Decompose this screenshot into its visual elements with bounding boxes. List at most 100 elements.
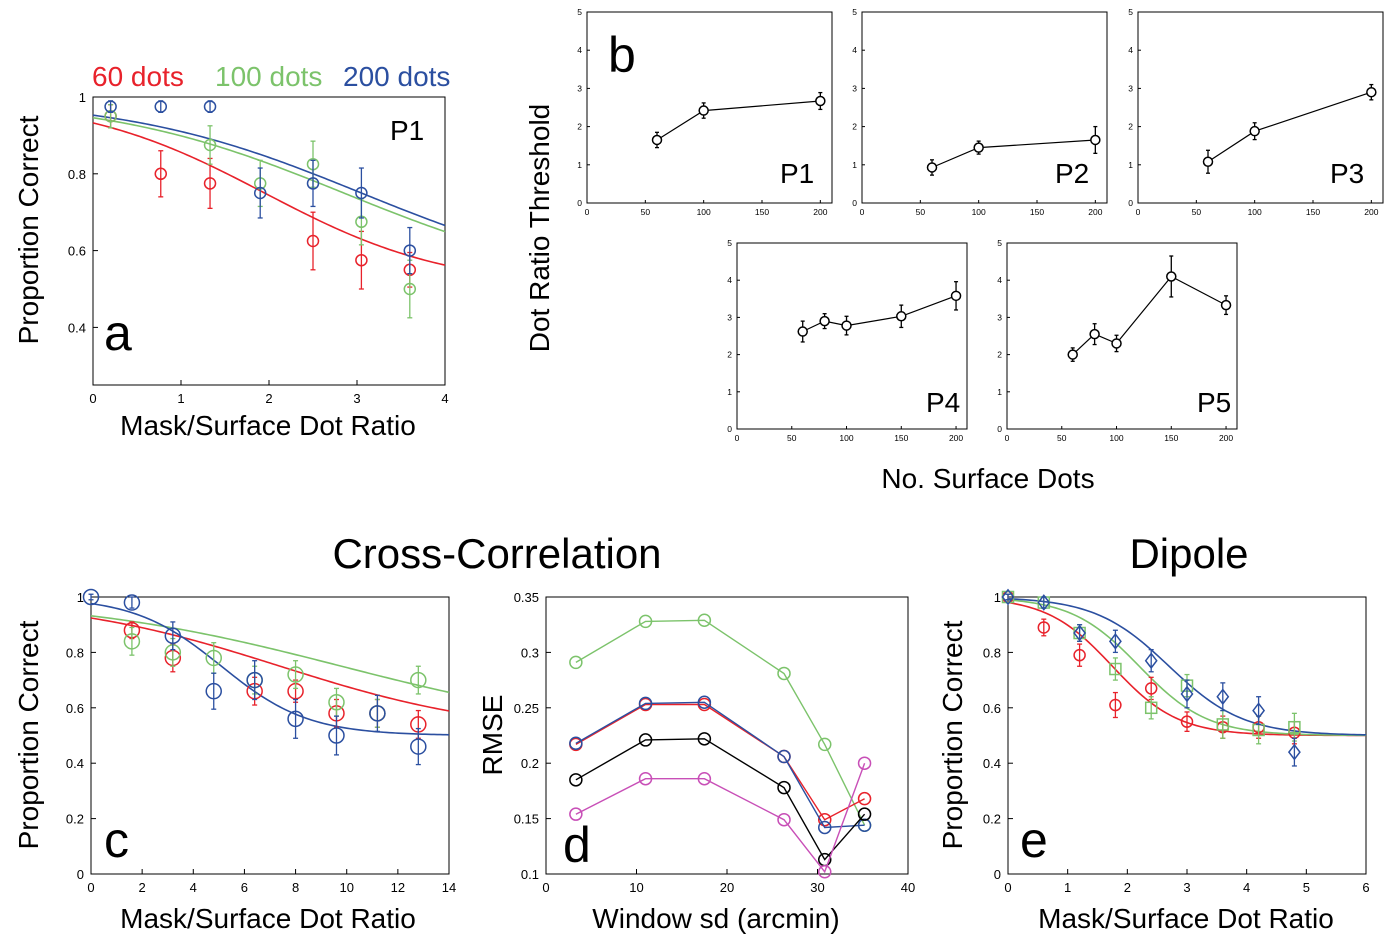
- data-point: [203, 177, 217, 190]
- x-tick-label: 150: [1030, 207, 1044, 217]
- data-point: [1144, 652, 1158, 670]
- x-tick-label: 1: [177, 391, 184, 406]
- data-points: [82, 588, 427, 766]
- x-tick-label: 200: [1364, 207, 1378, 217]
- data-point: [287, 710, 304, 728]
- y-tick-label: 0.4: [983, 756, 1001, 771]
- y-tick-label: 0.6: [68, 244, 86, 259]
- data-point: [203, 100, 217, 113]
- y-tick-label: 3: [727, 312, 732, 322]
- x-tick-label: 100: [1248, 207, 1262, 217]
- axis-ticks: 0 10 20 30 40 0.1 0.15 0.2 0.25 0.3 0.35: [514, 590, 916, 895]
- data-point: [638, 771, 653, 786]
- y-tick-label: 1: [852, 160, 857, 170]
- y-tick-label: 0.8: [68, 167, 86, 182]
- fit-curve: [90, 617, 450, 712]
- data-point: [697, 613, 712, 628]
- data-point: [306, 234, 320, 248]
- x-tick-label: 8: [292, 880, 299, 895]
- data-point: [777, 749, 791, 764]
- x-tick-label: 0: [735, 433, 740, 443]
- data-point: [410, 671, 427, 689]
- x-tick-label: 4: [190, 880, 197, 895]
- data-point: [306, 177, 320, 190]
- y-tick-label: 2: [997, 350, 1002, 360]
- fit-curve: [90, 615, 450, 694]
- data-point: [569, 655, 583, 670]
- x-tick-label: 0: [1136, 207, 1141, 217]
- data-point: [857, 818, 872, 832]
- data-point: [857, 807, 872, 821]
- series-line: [656, 100, 821, 141]
- y-tick-label: 2: [577, 122, 582, 132]
- y-tick-label: 4: [997, 275, 1002, 285]
- y-tick-label: 0: [577, 198, 582, 208]
- y-tick-label: 0.4: [66, 756, 84, 771]
- panel-letter-c: c: [104, 812, 129, 868]
- data-point: [1249, 125, 1260, 137]
- x-tick-label: 50: [1192, 207, 1202, 217]
- data-point: [697, 695, 712, 710]
- participant-tag-p2: P2: [1055, 158, 1089, 189]
- x-tick-label: 0: [860, 207, 865, 217]
- data-point: [857, 791, 872, 806]
- data-point: [1109, 698, 1122, 712]
- data-point: [403, 282, 417, 296]
- series-line: [575, 701, 865, 829]
- data-point: [104, 100, 117, 113]
- x-axis-title: No. Surface Dots: [881, 463, 1094, 494]
- x-tick-label: 20: [720, 880, 734, 895]
- y-tick-label: 0.1: [521, 867, 539, 882]
- panel-letter-e: e: [1020, 812, 1048, 868]
- data-point: [815, 95, 826, 107]
- data-points: [1001, 588, 1301, 767]
- axis-ticks: 0 1 2 3 4 5 6 0 0.2 0.4 0.6 0.8 1: [983, 590, 1370, 895]
- data-point: [1180, 685, 1194, 703]
- y-tick-label: 0.8: [983, 645, 1001, 660]
- panel-letter-a: a: [104, 305, 132, 361]
- x-tick-label: 4: [441, 391, 448, 406]
- data-point: [1108, 632, 1122, 650]
- x-tick-label: 200: [949, 433, 963, 443]
- y-tick-label: 0.2: [66, 812, 84, 827]
- participant-tag-p3: P3: [1330, 158, 1364, 189]
- y-tick-label: 0: [1128, 198, 1133, 208]
- y-tick-label: 4: [727, 275, 732, 285]
- x-axis-title: Mask/Surface Dot Ratio: [120, 410, 416, 441]
- y-tick-label: 3: [852, 83, 857, 93]
- y-tick-label: 0.35: [514, 590, 539, 605]
- y-tick-label: 1: [997, 387, 1002, 397]
- data-point: [857, 756, 872, 770]
- data-point: [697, 771, 712, 786]
- data-point: [1111, 338, 1122, 349]
- data-point: [287, 666, 304, 683]
- y-tick-label: 1: [1128, 160, 1133, 170]
- x-tick-label: 14: [442, 880, 456, 895]
- data-point: [950, 290, 962, 302]
- legend-200-dots: 200 dots: [343, 61, 450, 92]
- x-tick-label: 2: [139, 880, 146, 895]
- y-tick-label: 4: [1128, 45, 1133, 55]
- x-axis-title: Mask/Surface Dot Ratio: [1038, 903, 1334, 934]
- panel-e: 0 1 2 3 4 5 6 0 0.2 0.4 0.6 0.8 1 e Mask/Surface Dot…: [937, 588, 1370, 934]
- panel-letter-b: b: [608, 27, 636, 83]
- data-point: [1202, 156, 1214, 167]
- subplot-p2: 0 50 100 150 200 0 1 2 3 4 5 P2: [852, 7, 1108, 217]
- y-axis-title: Proportion Correct: [13, 115, 44, 344]
- x-tick-label: 5: [1303, 880, 1310, 895]
- legend-100-dots: 100 dots: [215, 61, 322, 92]
- x-tick-label: 6: [241, 880, 248, 895]
- x-tick-label: 40: [901, 880, 915, 895]
- y-tick-label: 5: [997, 238, 1002, 248]
- data-point: [569, 807, 583, 821]
- participant-tag-p4: P4: [926, 387, 960, 418]
- series-line: [575, 703, 865, 821]
- data-point: [154, 167, 168, 181]
- x-tick-label: 12: [391, 880, 405, 895]
- data-point: [164, 627, 182, 645]
- series-line: [1207, 91, 1372, 163]
- y-tick-label: 5: [852, 7, 857, 17]
- y-tick-label: 0.3: [521, 645, 539, 660]
- data-point: [926, 162, 938, 173]
- x-tick-label: 0: [585, 207, 590, 217]
